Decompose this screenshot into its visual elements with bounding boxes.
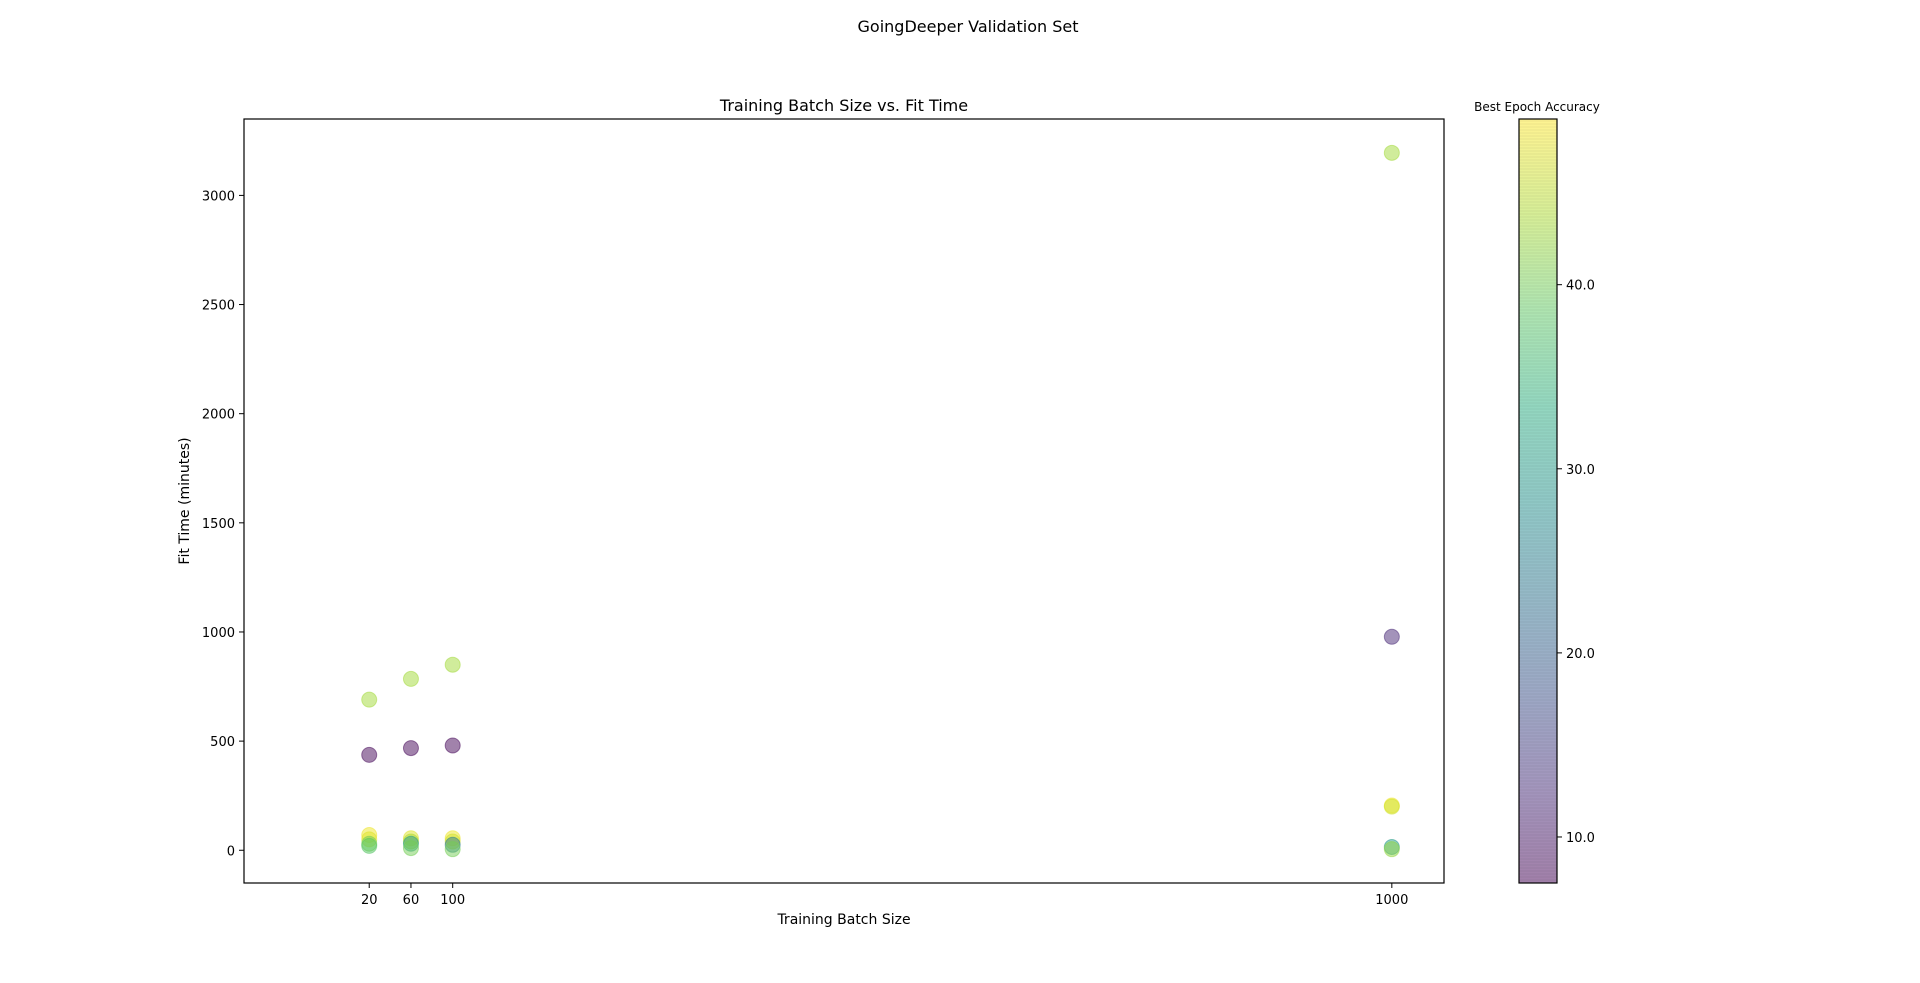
scatter-point xyxy=(1383,144,1400,161)
colorbar-tick-label: 10.0 xyxy=(1566,831,1595,846)
colorbar-label: Best Epoch Accuracy xyxy=(1474,100,1600,114)
x-axis: 20 60 100 1000 xyxy=(361,883,1408,908)
x-tick-label: 1000 xyxy=(1375,893,1408,908)
scatter-point xyxy=(1383,841,1400,858)
y-tick-label: 2500 xyxy=(202,299,235,314)
colorbar: 10.0 20.0 30.0 40.0 Best Epoch Accuracy xyxy=(1474,100,1600,884)
plot-area-frame xyxy=(243,118,1445,884)
y-tick-label: 3000 xyxy=(202,189,235,204)
colorbar-tick-label: 30.0 xyxy=(1566,463,1595,478)
y-tick-label: 1000 xyxy=(202,626,235,641)
scatter-points xyxy=(361,144,1400,858)
scatter-point xyxy=(402,670,419,687)
chart-title: Training Batch Size vs. Fit Time xyxy=(719,96,968,115)
scatter-point xyxy=(402,740,419,757)
colorbar-frame xyxy=(1518,118,1558,884)
y-tick-label: 0 xyxy=(227,844,235,859)
x-tick-label: 100 xyxy=(440,893,465,908)
colorbar-gradient xyxy=(1519,119,1557,883)
scatter-point xyxy=(361,746,378,763)
x-axis-label: Training Batch Size xyxy=(776,912,910,928)
scatter-point xyxy=(361,837,378,854)
scatter-point xyxy=(444,841,461,858)
scatter-point xyxy=(361,691,378,708)
scatter-point xyxy=(444,656,461,673)
scatter-point xyxy=(402,840,419,857)
y-axis-label: Fit Time (minutes) xyxy=(177,437,193,564)
scatter-point xyxy=(444,737,461,754)
colorbar-tick-label: 20.0 xyxy=(1566,647,1595,662)
colorbar-bands xyxy=(1519,120,1557,881)
x-tick-label: 60 xyxy=(403,893,420,908)
x-tick-label: 20 xyxy=(361,893,378,908)
y-tick-label: 1500 xyxy=(202,517,235,532)
y-tick-label: 500 xyxy=(210,735,235,750)
scatter-point xyxy=(1383,798,1400,815)
colorbar-tick-label: 40.0 xyxy=(1566,279,1595,294)
y-tick-label: 2000 xyxy=(202,408,235,423)
y-axis: 0 500 1000 1500 2000 2500 3000 xyxy=(202,189,244,859)
figure-title: GoingDeeper Validation Set xyxy=(858,17,1079,36)
scatter-point xyxy=(1383,628,1400,645)
